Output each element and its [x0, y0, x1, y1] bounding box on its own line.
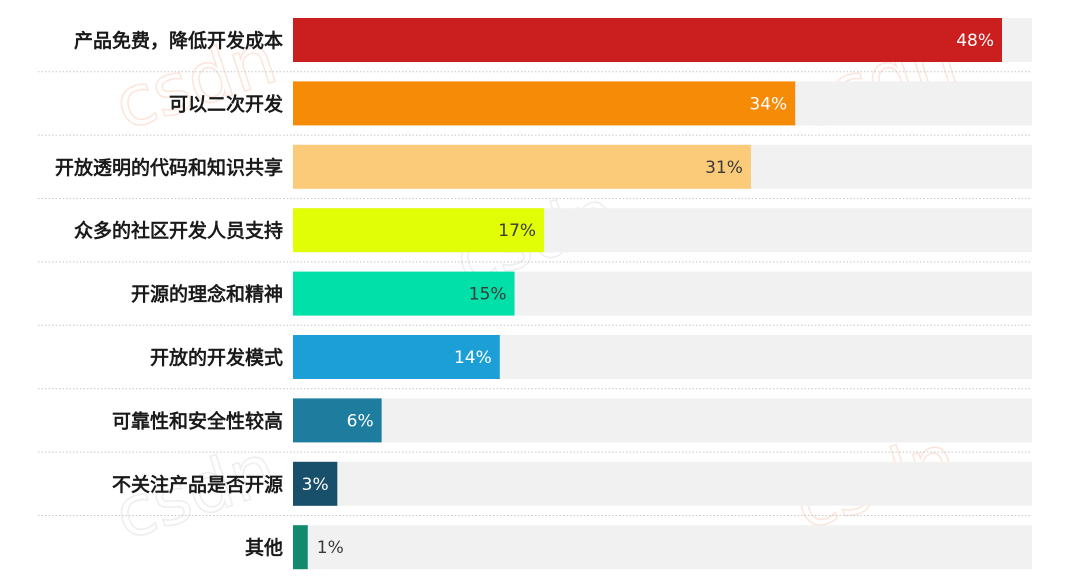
- bar: [293, 208, 545, 253]
- bar-row: 可以二次开发 34%: [38, 81, 1032, 136]
- bar: [293, 271, 515, 316]
- category-label: 开放的开发模式: [150, 346, 283, 369]
- value-label: 3%: [302, 475, 329, 495]
- bar: [293, 18, 1002, 62]
- bar-row: 不关注产品是否开源 3%: [38, 461, 1032, 516]
- bar-row: 开放的开发模式 14%: [38, 335, 1032, 390]
- bar: [293, 461, 338, 506]
- bar-rows: 产品免费，降低开发成本 48% 可以二次开发 34% 开放透明的代码和知识共享 31% 众多…: [38, 18, 1032, 570]
- bar-row: 众多的社区开发人员支持 17%: [38, 208, 1032, 263]
- bar: [293, 525, 308, 570]
- bar: [293, 398, 382, 443]
- bar: [293, 81, 796, 126]
- bar-row: 开源的理念和精神 15%: [38, 271, 1032, 326]
- category-label: 产品免费，降低开发成本: [74, 29, 283, 52]
- value-label: 15%: [469, 285, 507, 305]
- category-label: 可以二次开发: [169, 92, 284, 115]
- value-label: 34%: [749, 94, 787, 114]
- category-label: 可靠性和安全性较高: [112, 409, 283, 432]
- category-label: 其他: [245, 536, 283, 559]
- bar-row: 开放透明的代码和知识共享 31%: [38, 144, 1032, 199]
- bar-row: 产品免费，降低开发成本 48%: [38, 18, 1032, 73]
- category-label: 众多的社区开发人员支持: [74, 219, 283, 242]
- category-label: 开源的理念和精神: [131, 283, 283, 306]
- bar-track: [293, 525, 1032, 570]
- category-label: 不关注产品是否开源: [112, 473, 283, 496]
- bar: [293, 335, 500, 379]
- bar-track: [293, 461, 1032, 506]
- value-label: 31%: [705, 158, 743, 178]
- value-label: 48%: [956, 31, 994, 51]
- value-label: 6%: [347, 411, 374, 431]
- bar-track: [293, 398, 1032, 443]
- value-label: 1%: [317, 538, 344, 558]
- bar: [293, 144, 751, 189]
- category-label: 开放透明的代码和知识共享: [55, 156, 283, 179]
- value-label: 17%: [498, 221, 536, 241]
- bar-row: 可靠性和安全性较高 6%: [38, 398, 1032, 453]
- bar-row: 其他 1%: [245, 525, 1032, 570]
- value-label: 14%: [454, 348, 492, 368]
